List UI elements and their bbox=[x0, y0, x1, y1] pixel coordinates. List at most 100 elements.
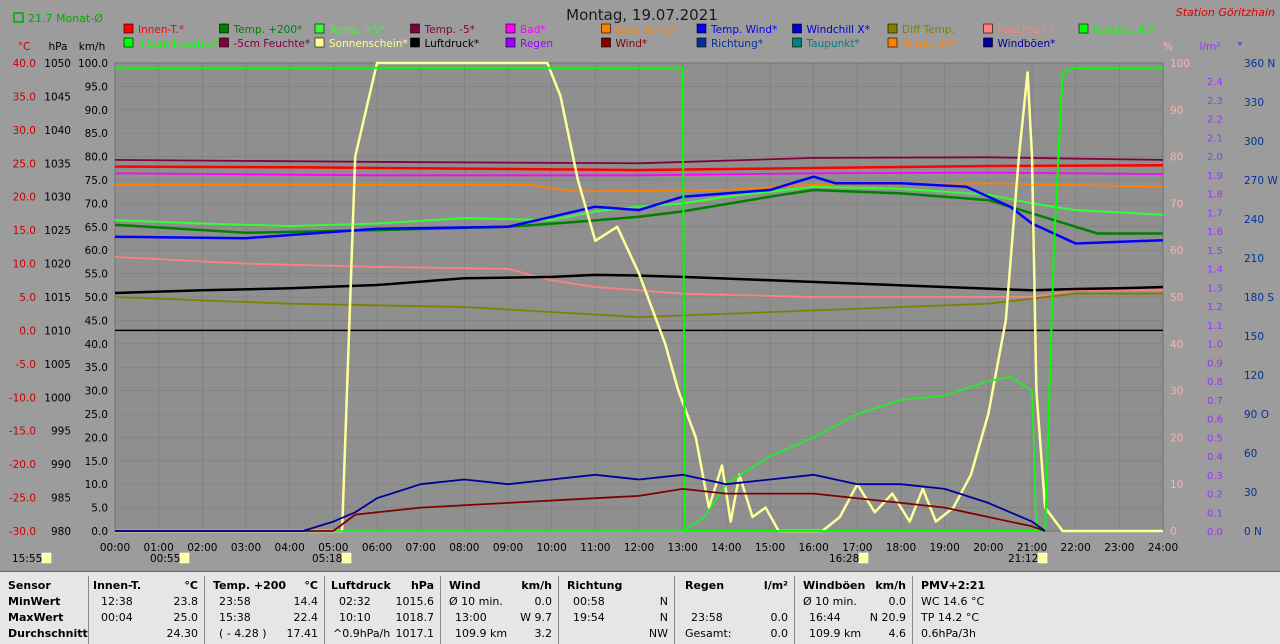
legend-swatch bbox=[219, 23, 229, 34]
time-tick-label: 18:00 bbox=[886, 542, 916, 554]
sun-marker-icon bbox=[341, 552, 352, 564]
kmh-tick-label: 25.0 bbox=[85, 409, 108, 421]
legend-item: Bad* bbox=[505, 23, 546, 36]
legend-swatch bbox=[983, 23, 993, 34]
sun-marker-icon bbox=[858, 552, 869, 564]
lm2-tick-label: 1.3 bbox=[1207, 283, 1223, 294]
series-line bbox=[114, 156, 1164, 165]
pmv-column: PMV+2:21 WC 14.6 °C TP 14.2 °C 0.6hPa/3h bbox=[912, 576, 1072, 644]
wind-min-value: 0.0 bbox=[534, 595, 553, 608]
hpa-tick-label: 1050 bbox=[44, 58, 71, 70]
innen-min-value: 23.8 bbox=[173, 595, 199, 608]
month-avg-label: 21.7 Monat-Ø bbox=[28, 12, 103, 25]
time-tick-label: 22:00 bbox=[1061, 542, 1091, 554]
deg-tick-label: 150 bbox=[1244, 331, 1264, 343]
hpa-tick-label: 1005 bbox=[44, 359, 71, 371]
celsius-tick-label: 35.0 bbox=[13, 91, 36, 103]
legend-swatch bbox=[505, 37, 516, 48]
time-marker: 15:55 bbox=[12, 552, 52, 565]
legend-item: Gast Temp* bbox=[601, 23, 676, 36]
pct-tick-label: 20 bbox=[1170, 432, 1183, 444]
lm2-tick-label: 0.0 bbox=[1207, 527, 1223, 538]
chart-title: Montag, 19.07.2021 bbox=[566, 6, 718, 24]
kmh-tick-label: 50.0 bbox=[85, 292, 108, 304]
deg-tick-label: 30 bbox=[1244, 487, 1257, 499]
time-tick-label: 21:00 bbox=[1017, 542, 1047, 554]
lm2-tick-label: 2.2 bbox=[1207, 115, 1223, 126]
legend-label: Luftdruck* bbox=[425, 38, 480, 50]
pct-tick-label: 80 bbox=[1170, 152, 1183, 164]
celsius-tick-label: -5.0 bbox=[16, 359, 37, 371]
temp-max-time: 15:38 bbox=[219, 611, 251, 624]
temp-avg-value: 17.41 bbox=[286, 627, 319, 640]
time-tick-label: 20:00 bbox=[973, 542, 1003, 554]
regen-unit: l/m² bbox=[763, 579, 788, 592]
kmh-tick-label: 45.0 bbox=[85, 315, 108, 327]
time-marker: 05:18 bbox=[312, 552, 352, 565]
wind-distance: 109.9 km bbox=[455, 627, 508, 640]
time-tick-label: 07:00 bbox=[406, 542, 436, 554]
lm2-tick-label: 0.8 bbox=[1207, 377, 1223, 388]
axis-header: km/h bbox=[79, 41, 106, 53]
wind-min-label: Ø 10 min. bbox=[449, 595, 503, 608]
legend-swatch bbox=[792, 23, 802, 34]
celsius-tick-label: -30.0 bbox=[9, 526, 36, 538]
boen-column: Windböen km/h Ø 10 min. 0.0 16:44 N 20.9 10… bbox=[794, 576, 912, 644]
pct-tick-label: 10 bbox=[1170, 479, 1183, 491]
time-tick-label: 19:00 bbox=[930, 542, 960, 554]
time-tick-label: 01:00 bbox=[144, 542, 174, 554]
innen-unit: °C bbox=[184, 579, 198, 592]
time-marker-label: 00:55 bbox=[150, 553, 180, 565]
pct-tick-label: 0 bbox=[1170, 526, 1177, 538]
min-label: MinWert bbox=[8, 595, 61, 608]
time-marker: 21:12 bbox=[1008, 552, 1048, 565]
time-tick-label: 17:00 bbox=[842, 542, 872, 554]
lm2-tick-label: 1.9 bbox=[1207, 171, 1223, 182]
lm2-tick-label: 1.8 bbox=[1207, 190, 1223, 201]
legend-item: Wind* bbox=[601, 37, 648, 50]
legend-item: Windchill* bbox=[887, 37, 955, 50]
time-tick-label: 15:00 bbox=[755, 542, 785, 554]
lm2-tick-label: 1.5 bbox=[1207, 246, 1223, 257]
deg-tick-label: 120 bbox=[1244, 370, 1264, 382]
temp-unit: °C bbox=[304, 579, 318, 592]
legend-label: Wind* bbox=[616, 38, 648, 50]
time-tick-label: 16:00 bbox=[799, 542, 829, 554]
lm2-tick-label: 0.1 bbox=[1207, 508, 1223, 519]
lm2-tick-label: 0.7 bbox=[1207, 396, 1223, 407]
hpa-tick-label: 1015 bbox=[44, 292, 71, 304]
series-line bbox=[115, 473, 1046, 532]
time-tick-label: 08:00 bbox=[449, 542, 479, 554]
legend-label: -5cm Feuchte* bbox=[234, 38, 311, 50]
wind-unit: km/h bbox=[521, 579, 552, 592]
pct-tick-label: 100 bbox=[1170, 58, 1190, 70]
legend-item: Temp. +200* bbox=[219, 23, 302, 36]
hpa-tick-label: 1000 bbox=[44, 392, 71, 404]
regen-total-label: Gesamt: bbox=[685, 627, 732, 640]
druck-unit: hPa bbox=[410, 579, 434, 592]
richtung-avg-value: NW bbox=[648, 627, 668, 640]
boen-header: Windböen bbox=[803, 579, 866, 592]
legend-swatch bbox=[410, 23, 420, 34]
lm2-tick-label: 1.0 bbox=[1207, 340, 1223, 351]
legend-item: Temp. -5* bbox=[410, 23, 475, 36]
pct-tick-label: 70 bbox=[1170, 198, 1183, 210]
celsius-tick-label: 15.0 bbox=[13, 225, 36, 237]
druck-min-value: 1015.6 bbox=[395, 595, 435, 608]
legend-label: Temp. +5* bbox=[328, 24, 384, 36]
pmv-pressure-trend: 0.6hPa/3h bbox=[921, 627, 977, 640]
kmh-tick-label: 90.0 bbox=[85, 105, 108, 117]
celsius-tick-label: 20.0 bbox=[13, 192, 36, 204]
sensor-header: Sensor bbox=[8, 579, 51, 592]
kmh-tick-label: 40.0 bbox=[85, 339, 108, 351]
sun-marker-icon bbox=[41, 552, 52, 564]
legend-swatch bbox=[792, 37, 802, 48]
wind-max-time: 13:00 bbox=[455, 611, 487, 624]
legend-label: Taupunkt* bbox=[806, 38, 860, 50]
celsius-tick-label: -25.0 bbox=[9, 493, 36, 505]
series-line bbox=[114, 164, 1164, 172]
series-line bbox=[114, 292, 1163, 319]
time-tick-label: 06:00 bbox=[362, 542, 392, 554]
axis-header: % bbox=[1163, 41, 1173, 53]
sun-marker-icon bbox=[179, 552, 190, 564]
